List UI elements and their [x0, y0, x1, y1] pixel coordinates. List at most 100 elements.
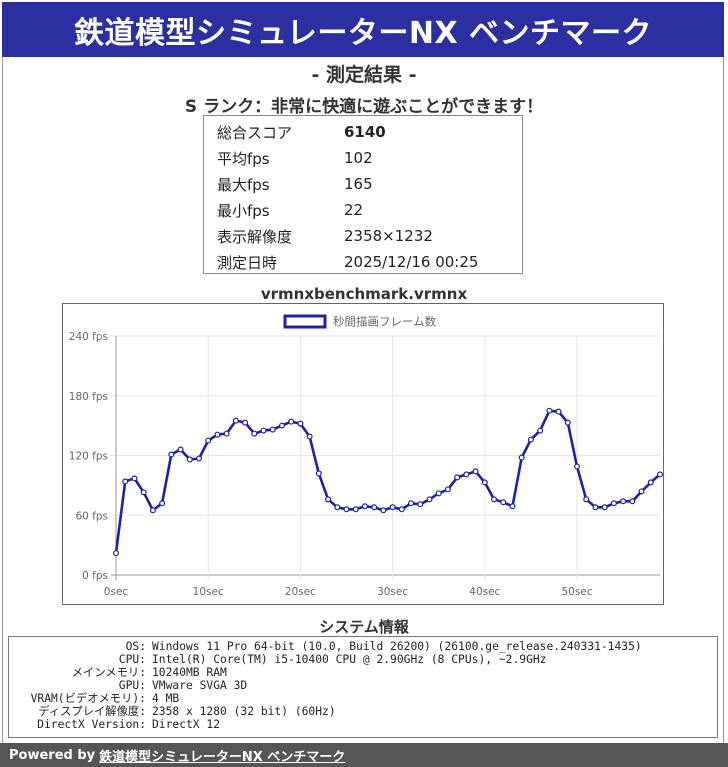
- system-value: DirectX 12: [152, 718, 221, 731]
- results-table: 総合スコア 6140 平均fps 102 最大fps 165 最小fps 22 表示解像…: [203, 115, 523, 274]
- data-point: [205, 437, 212, 444]
- system-value: 4 MB: [152, 692, 180, 705]
- legend-swatch: [283, 314, 327, 329]
- data-point: [149, 507, 156, 514]
- data-point: [278, 422, 285, 429]
- data-point: [297, 420, 304, 427]
- data-point: [518, 454, 525, 461]
- data-point: [610, 500, 617, 507]
- result-value: 102: [344, 149, 373, 167]
- system-label: CPU:: [118, 653, 146, 666]
- data-point: [620, 498, 627, 505]
- data-point: [140, 489, 147, 496]
- data-point: [574, 463, 581, 470]
- footer-prefix: Powered by: [9, 747, 96, 763]
- result-value: 165: [344, 175, 373, 193]
- result-row-avg-fps: 平均fps 102: [217, 145, 522, 171]
- x-tick-label: 10sec: [193, 586, 224, 598]
- result-label: 最小fps: [217, 201, 270, 220]
- footer: Powered by 鉄道模型シミュレーターNX ベンチマーク: [0, 743, 728, 767]
- y-tick-label: 180 fps: [69, 391, 108, 403]
- system-value: 2358 x 1280 (32 bit) (60Hz): [152, 705, 336, 718]
- data-point: [509, 503, 516, 510]
- result-row-max-fps: 最大fps 165: [217, 171, 522, 197]
- data-point: [168, 451, 175, 458]
- y-tick-label: 60 fps: [75, 510, 108, 522]
- result-label: 表示解像度: [217, 227, 293, 246]
- data-point: [269, 426, 276, 433]
- data-point: [638, 488, 645, 495]
- system-row-vram: VRAM(ビデオメモリ): 4 MB: [9, 692, 717, 705]
- data-point: [601, 504, 608, 511]
- result-row-datetime: 測定日時 2025/12/16 00:25: [217, 249, 522, 275]
- data-point: [288, 418, 295, 425]
- data-point: [398, 506, 405, 513]
- result-row-resolution: 表示解像度 2358×1232: [217, 223, 522, 249]
- data-point: [647, 479, 654, 486]
- x-tick-label: 30sec: [377, 586, 408, 598]
- system-label: ディスプレイ解像度:: [38, 705, 146, 718]
- data-point: [112, 550, 119, 557]
- system-label: VRAM(ビデオメモリ):: [30, 692, 146, 705]
- system-row-memory: メインメモリ: 10240MB RAM: [9, 666, 717, 679]
- system-label: GPU:: [118, 679, 146, 692]
- data-point: [177, 446, 184, 453]
- series-line: [114, 409, 661, 554]
- result-row-min-fps: 最小fps 22: [217, 197, 522, 223]
- system-label: OS:: [125, 640, 146, 653]
- x-tick-label: 20sec: [285, 586, 316, 598]
- data-point: [122, 478, 129, 485]
- data-point: [232, 417, 239, 424]
- data-point: [389, 504, 396, 511]
- system-row-directx: DirectX Version: DirectX 12: [9, 718, 717, 731]
- data-point: [195, 455, 202, 462]
- data-point: [131, 475, 138, 482]
- data-point: [251, 430, 258, 437]
- footer-link[interactable]: 鉄道模型シミュレーターNX ベンチマーク: [99, 749, 346, 765]
- system-value: Intel(R) Core(TM) i5-10400 CPU @ 2.90GHz…: [152, 653, 547, 666]
- x-tick-label: 0sec: [104, 586, 129, 598]
- system-value: Windows 11 Pro 64-bit (10.0, Build 26200…: [152, 640, 642, 653]
- data-point: [214, 431, 221, 438]
- system-row-gpu: GPU: VMware SVGA 3D: [9, 679, 717, 692]
- page-header: 鉄道模型シミュレーターNX ベンチマーク: [2, 2, 724, 57]
- y-tick-label: 0 fps: [82, 570, 108, 582]
- data-point: [555, 408, 562, 415]
- data-point: [352, 506, 359, 513]
- fps-chart-svg: 0 fps 60 fps 120 fps 180 fps 240 fps 0sec 10se…: [69, 314, 663, 598]
- data-point: [481, 479, 488, 486]
- data-point: [629, 498, 636, 505]
- data-point: [527, 436, 534, 443]
- data-point: [159, 500, 166, 507]
- data-point: [592, 504, 599, 511]
- data-point: [334, 504, 341, 511]
- system-row-display: ディスプレイ解像度: 2358 x 1280 (32 bit) (60Hz): [9, 705, 717, 718]
- data-point: [408, 500, 415, 507]
- fps-chart: 0 fps 60 fps 120 fps 180 fps 240 fps 0sec 10se…: [62, 303, 664, 605]
- y-tick-label: 240 fps: [69, 331, 108, 343]
- data-point: [444, 486, 451, 493]
- x-tick-label: 50sec: [561, 586, 592, 598]
- data-point: [325, 496, 332, 503]
- data-point: [500, 499, 507, 506]
- data-point: [564, 419, 571, 426]
- data-point: [454, 474, 461, 481]
- system-value: 10240MB RAM: [152, 666, 227, 679]
- data-point: [656, 471, 663, 478]
- system-label: メインメモリ:: [71, 666, 146, 679]
- data-point: [260, 427, 267, 434]
- system-info-title: システム情報: [319, 618, 409, 636]
- result-label: 総合スコア: [217, 123, 293, 142]
- data-point: [186, 456, 193, 463]
- legend-label: 秒間描画フレーム数: [333, 315, 437, 329]
- system-value: VMware SVGA 3D: [152, 679, 248, 692]
- result-label: 測定日時: [217, 253, 278, 272]
- system-row-cpu: CPU: Intel(R) Core(TM) i5-10400 CPU @ 2.9…: [9, 653, 717, 666]
- system-label: DirectX Version:: [37, 718, 146, 731]
- data-point: [583, 496, 590, 503]
- data-point: [242, 419, 249, 426]
- system-info-box: OS: Windows 11 Pro 64-bit (10.0, Build 26…: [8, 636, 718, 738]
- data-point: [491, 496, 498, 503]
- data-point: [343, 506, 350, 513]
- data-point: [472, 468, 479, 475]
